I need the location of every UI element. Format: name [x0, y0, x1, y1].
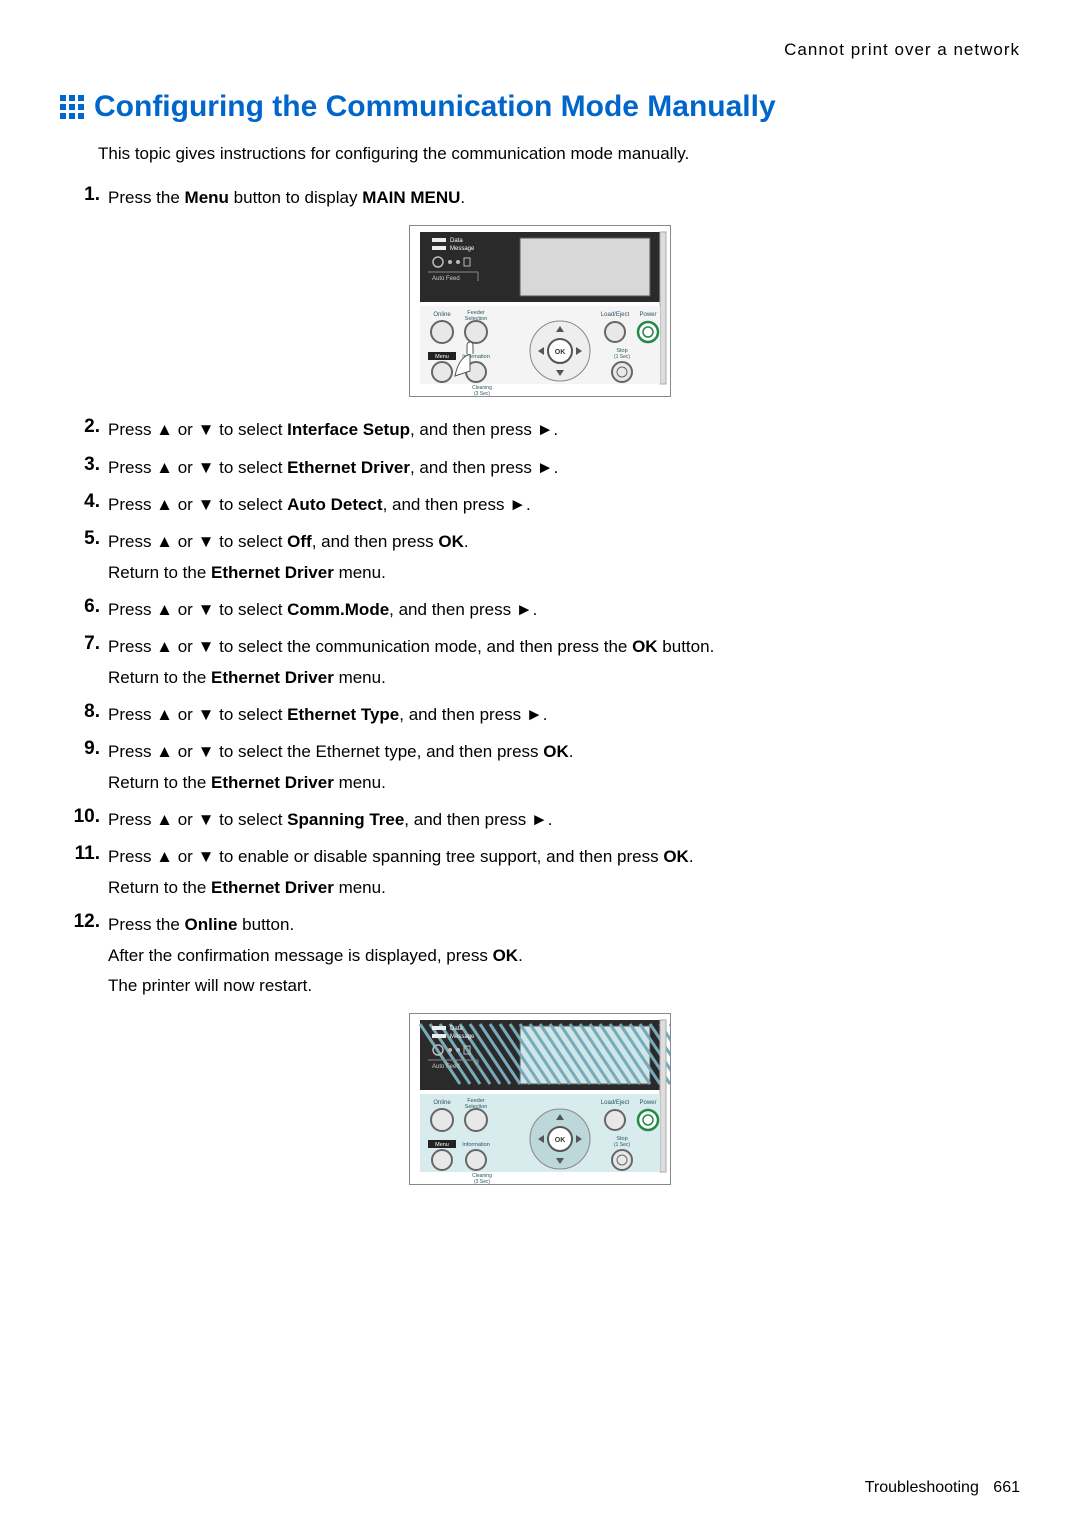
step-item: 11.Press ▲ or ▼ to enable or disable spa…	[60, 843, 1020, 905]
step-body: Press ▲ or ▼ to select Off, and then pre…	[108, 528, 1020, 590]
step-body: Press ▲ or ▼ to select the Ethernet type…	[108, 738, 1020, 800]
step-number: 4.	[60, 491, 108, 513]
svg-text:Menu: Menu	[435, 1142, 449, 1148]
step-line: Press ▲ or ▼ to select Interface Setup, …	[108, 417, 1020, 443]
step-line: Press ▲ or ▼ to select the communication…	[108, 634, 1020, 660]
step-number: 8.	[60, 701, 108, 723]
svg-text:Auto Feed: Auto Feed	[432, 276, 460, 282]
svg-text:Auto Feed: Auto Feed	[432, 1064, 460, 1070]
svg-text:Message: Message	[450, 246, 475, 252]
step-item: 7.Press ▲ or ▼ to select the communicati…	[60, 633, 1020, 695]
footer-page: 661	[993, 1479, 1020, 1496]
step-item: 2.Press ▲ or ▼ to select Interface Setup…	[60, 416, 1020, 447]
title-grid-icon	[60, 95, 84, 119]
steps-list: 1.Press the Menu button to display MAIN …	[60, 184, 1020, 1190]
step-number: 5.	[60, 528, 108, 550]
page-title-row: Configuring the Communication Mode Manua…	[60, 90, 1020, 124]
step-body: Press the Menu button to display MAIN ME…	[108, 184, 1020, 215]
step-line: Press ▲ or ▼ to select Ethernet Driver, …	[108, 455, 1020, 481]
svg-text:Power: Power	[639, 1100, 656, 1106]
step-number: 7.	[60, 633, 108, 655]
step-line: Press the Online button.	[108, 912, 1020, 938]
step-number: 9.	[60, 738, 108, 760]
step-line: Return to the Ethernet Driver menu.	[108, 560, 1020, 586]
step-number: 11.	[60, 843, 108, 865]
printer-panel-menu: Data Message Auto Feed Online Feeder Sel…	[409, 225, 671, 397]
step-line: Press ▲ or ▼ to select Spanning Tree, an…	[108, 807, 1020, 833]
step-body: Press ▲ or ▼ to select Comm.Mode, and th…	[108, 596, 1020, 627]
svg-text:OK: OK	[555, 1137, 566, 1144]
panel-figure: Data Message Auto Feed Online Feeder Sel…	[60, 1013, 1020, 1190]
step-line: After the confirmation message is displa…	[108, 943, 1020, 969]
svg-text:Information: Information	[462, 1142, 490, 1148]
step-item: 9.Press ▲ or ▼ to select the Ethernet ty…	[60, 738, 1020, 800]
intro-text: This topic gives instructions for config…	[98, 144, 1020, 164]
step-line: Press ▲ or ▼ to enable or disable spanni…	[108, 844, 1020, 870]
step-body: Press ▲ or ▼ to select Interface Setup, …	[108, 416, 1020, 447]
svg-text:(1 Sec): (1 Sec)	[614, 354, 630, 360]
step-number: 3.	[60, 454, 108, 476]
step-number: 2.	[60, 416, 108, 438]
step-item: 5.Press ▲ or ▼ to select Off, and then p…	[60, 528, 1020, 590]
step-line: Return to the Ethernet Driver menu.	[108, 770, 1020, 796]
step-line: Press ▲ or ▼ to select Comm.Mode, and th…	[108, 597, 1020, 623]
step-body: Press ▲ or ▼ to select Ethernet Type, an…	[108, 701, 1020, 732]
page-title: Configuring the Communication Mode Manua…	[94, 90, 776, 124]
svg-text:Load/Eject: Load/Eject	[601, 312, 630, 318]
step-item: 1.Press the Menu button to display MAIN …	[60, 184, 1020, 215]
svg-text:OK: OK	[555, 349, 566, 356]
step-line: Return to the Ethernet Driver menu.	[108, 875, 1020, 901]
svg-text:Online: Online	[433, 312, 451, 318]
step-line: Press ▲ or ▼ to select Ethernet Type, an…	[108, 702, 1020, 728]
panel-figure: Data Message Auto Feed Online Feeder Sel…	[60, 225, 1020, 402]
step-line: Return to the Ethernet Driver menu.	[108, 665, 1020, 691]
footer: Troubleshooting 661	[865, 1479, 1020, 1497]
step-body: Press ▲ or ▼ to select the communication…	[108, 633, 1020, 695]
step-number: 1.	[60, 184, 108, 206]
svg-text:Data: Data	[450, 238, 463, 244]
svg-text:Online: Online	[433, 1100, 451, 1106]
step-body: Press ▲ or ▼ to enable or disable spanni…	[108, 843, 1020, 905]
step-line: The printer will now restart.	[108, 973, 1020, 999]
step-line: Press the Menu button to display MAIN ME…	[108, 185, 1020, 211]
step-item: 12.Press the Online button. After the con…	[60, 911, 1020, 1003]
printer-panel-online: Data Message Auto Feed Online Feeder Sel…	[409, 1013, 671, 1185]
header-breadcrumb: Cannot print over a network	[60, 40, 1020, 60]
step-body: Press the Online button. After the confir…	[108, 911, 1020, 1003]
svg-text:(3 Sec): (3 Sec)	[474, 1179, 490, 1184]
svg-text:Load/Eject: Load/Eject	[601, 1100, 630, 1106]
svg-text:Data: Data	[450, 1026, 463, 1032]
footer-section: Troubleshooting	[865, 1479, 979, 1496]
svg-text:Menu: Menu	[435, 354, 449, 360]
step-number: 12.	[60, 911, 108, 933]
step-item: 4.Press ▲ or ▼ to select Auto Detect, an…	[60, 491, 1020, 522]
svg-text:Message: Message	[450, 1034, 475, 1040]
step-number: 6.	[60, 596, 108, 618]
svg-text:(3 Sec): (3 Sec)	[474, 391, 490, 396]
step-line: Press ▲ or ▼ to select Off, and then pre…	[108, 529, 1020, 555]
step-line: Press ▲ or ▼ to select the Ethernet type…	[108, 739, 1020, 765]
svg-text:Power: Power	[639, 312, 656, 318]
step-body: Press ▲ or ▼ to select Ethernet Driver, …	[108, 454, 1020, 485]
step-item: 8.Press ▲ or ▼ to select Ethernet Type, …	[60, 701, 1020, 732]
step-item: 6.Press ▲ or ▼ to select Comm.Mode, and …	[60, 596, 1020, 627]
step-line: Press ▲ or ▼ to select Auto Detect, and …	[108, 492, 1020, 518]
step-body: Press ▲ or ▼ to select Spanning Tree, an…	[108, 806, 1020, 837]
svg-text:(1 Sec): (1 Sec)	[614, 1142, 630, 1148]
step-item: 3.Press ▲ or ▼ to select Ethernet Driver…	[60, 454, 1020, 485]
step-body: Press ▲ or ▼ to select Auto Detect, and …	[108, 491, 1020, 522]
step-item: 10.Press ▲ or ▼ to select Spanning Tree,…	[60, 806, 1020, 837]
step-number: 10.	[60, 806, 108, 828]
